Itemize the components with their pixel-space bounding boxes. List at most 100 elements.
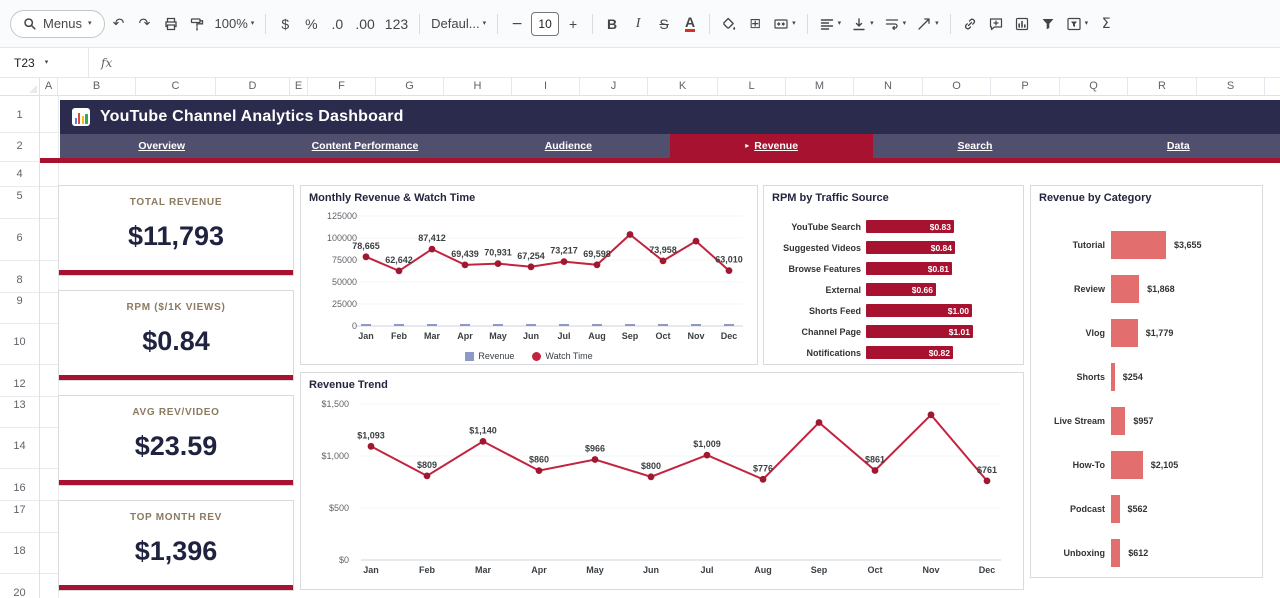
- row-header-2[interactable]: 2: [16, 140, 23, 152]
- rpm-value-label: $0.66: [911, 284, 933, 295]
- redo-button[interactable]: ↷: [133, 10, 157, 38]
- tab-audience[interactable]: Audience: [467, 134, 670, 158]
- font-size-input[interactable]: 10: [531, 11, 560, 36]
- horizontal-align-button[interactable]: ▾: [815, 10, 846, 38]
- column-header-L[interactable]: L: [718, 78, 786, 95]
- row-header-6[interactable]: 6: [16, 232, 23, 244]
- cell-name-box[interactable]: T23 ▾: [0, 56, 88, 70]
- functions-button[interactable]: Σ: [1094, 10, 1118, 38]
- print-button[interactable]: [159, 10, 183, 38]
- decrease-font-size-button[interactable]: −: [505, 10, 529, 38]
- bold-button[interactable]: B: [600, 10, 624, 38]
- text-color-button[interactable]: A: [678, 10, 702, 38]
- rpm-row-shorts-feed: Shorts Feed $1.00: [764, 300, 1015, 321]
- decrease-decimal-button[interactable]: .0: [325, 10, 349, 38]
- column-header-J[interactable]: J: [580, 78, 648, 95]
- row-header-4[interactable]: 4: [16, 168, 23, 180]
- row-header-13[interactable]: 13: [13, 399, 26, 411]
- insert-link-button[interactable]: [958, 10, 982, 38]
- column-header-E[interactable]: E: [290, 78, 308, 95]
- zoom-select[interactable]: 100% ▾: [211, 10, 259, 38]
- row-header-5[interactable]: 5: [16, 190, 23, 202]
- undo-button[interactable]: ↶: [107, 10, 131, 38]
- column-header-M[interactable]: M: [786, 78, 854, 95]
- format-percent-button[interactable]: %: [299, 10, 323, 38]
- tab-label: Overview: [138, 140, 186, 152]
- tab-overview[interactable]: Overview: [60, 134, 263, 158]
- font-select[interactable]: Defaul... ▾: [427, 10, 490, 38]
- insert-comment-button[interactable]: [984, 10, 1008, 38]
- insert-chart-button[interactable]: [1010, 10, 1034, 38]
- merge-cells-button[interactable]: ▾: [769, 10, 800, 38]
- row-header-10[interactable]: 10: [13, 336, 26, 348]
- column-header-R[interactable]: R: [1128, 78, 1197, 95]
- strikethrough-button[interactable]: S: [652, 10, 676, 38]
- strikethrough-icon: S: [659, 15, 669, 32]
- italic-button[interactable]: I: [626, 10, 650, 38]
- tab-label: Data: [1166, 140, 1190, 152]
- text-wrap-button[interactable]: ▾: [880, 10, 911, 38]
- borders-icon: ⊞: [749, 15, 761, 32]
- row-header-9[interactable]: 9: [16, 295, 23, 307]
- column-header-I[interactable]: I: [512, 78, 580, 95]
- rpm-category-label: External: [825, 284, 861, 295]
- row-header-20[interactable]: 20: [13, 587, 26, 598]
- row-gridline: [40, 132, 58, 133]
- row-header-17[interactable]: 17: [13, 504, 26, 516]
- category-bar: [1111, 539, 1121, 567]
- tab-content-performance[interactable]: Content Performance: [263, 134, 466, 158]
- column-header-O[interactable]: O: [923, 78, 991, 95]
- format-currency-button[interactable]: $: [273, 10, 297, 38]
- column-header-A[interactable]: A: [40, 78, 58, 95]
- increase-font-size-button[interactable]: +: [561, 10, 585, 38]
- tab-search[interactable]: Search: [873, 134, 1076, 158]
- undo-icon: ↶: [112, 15, 125, 32]
- menus-button[interactable]: Menus ▾: [10, 9, 105, 38]
- tab-label: Content Performance: [311, 140, 419, 152]
- row-gridline: [40, 260, 58, 261]
- column-header-S[interactable]: S: [1197, 78, 1265, 95]
- filter-views-button[interactable]: ▾: [1062, 10, 1093, 38]
- svg-text:75000: 75000: [332, 255, 357, 265]
- row-header-1[interactable]: 1: [16, 109, 23, 121]
- column-header-B[interactable]: B: [58, 78, 136, 95]
- svg-text:73,217: 73,217: [550, 246, 578, 256]
- column-header-partial[interactable]: [1265, 78, 1280, 95]
- rpm-category-label: Notifications: [806, 347, 861, 358]
- tab-data[interactable]: Data: [1077, 134, 1280, 158]
- formula-bar-divider: [88, 48, 89, 77]
- row-header-8[interactable]: 8: [16, 274, 23, 286]
- svg-text:$776: $776: [753, 463, 773, 473]
- svg-text:Apr: Apr: [457, 331, 473, 341]
- row-header-16[interactable]: 16: [13, 482, 26, 494]
- column-header-C[interactable]: C: [136, 78, 216, 95]
- category-bar: [1111, 451, 1143, 479]
- column-header-K[interactable]: K: [648, 78, 718, 95]
- text-rotation-button[interactable]: ▾: [912, 10, 943, 38]
- row-header-12[interactable]: 12: [13, 378, 26, 390]
- tab-label: Audience: [544, 140, 592, 152]
- rpm-row-channel-page: Channel Page $1.01: [764, 321, 1015, 342]
- tab-revenue[interactable]: ▸ Revenue: [669, 134, 874, 158]
- svg-text:78,665: 78,665: [352, 241, 380, 251]
- legend-item-revenue: Revenue: [465, 351, 514, 361]
- number-format-button[interactable]: 123: [381, 10, 412, 38]
- column-header-F[interactable]: F: [308, 78, 376, 95]
- svg-text:$1,140: $1,140: [469, 425, 497, 435]
- category-value-label: $562: [1127, 504, 1148, 514]
- borders-button[interactable]: ⊞: [743, 10, 767, 38]
- column-header-D[interactable]: D: [216, 78, 290, 95]
- paint-format-button[interactable]: [185, 10, 209, 38]
- column-header-H[interactable]: H: [444, 78, 512, 95]
- row-header-14[interactable]: 14: [13, 440, 26, 452]
- column-header-P[interactable]: P: [991, 78, 1060, 95]
- row-header-18[interactable]: 18: [13, 545, 26, 557]
- column-header-Q[interactable]: Q: [1060, 78, 1128, 95]
- increase-decimal-button[interactable]: .00: [351, 10, 378, 38]
- column-header-N[interactable]: N: [854, 78, 923, 95]
- column-header-G[interactable]: G: [376, 78, 444, 95]
- create-filter-button[interactable]: [1036, 10, 1060, 38]
- select-all-corner[interactable]: [0, 78, 40, 96]
- vertical-align-button[interactable]: ▾: [847, 10, 878, 38]
- fill-color-button[interactable]: [717, 10, 741, 38]
